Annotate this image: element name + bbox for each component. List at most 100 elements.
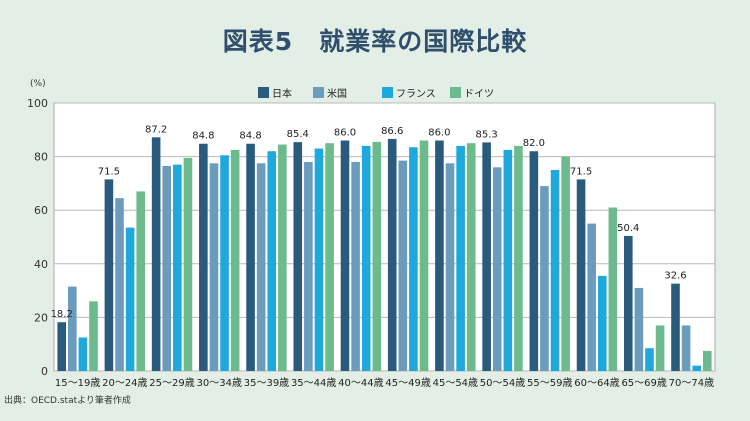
bar-ドイツ <box>230 149 240 371</box>
data-label: 50.4 <box>617 223 639 234</box>
bar-フランス <box>456 145 465 371</box>
data-label: 85.3 <box>476 129 498 140</box>
data-label: 85.4 <box>287 129 309 140</box>
x-tick-label: 50～54歳 <box>480 377 525 389</box>
bar-ドイツ <box>561 156 570 371</box>
bar-ドイツ <box>325 143 334 371</box>
bar-ドイツ <box>514 145 523 371</box>
bar-ドイツ <box>183 157 193 371</box>
x-tick-label: 20～24歳 <box>102 377 147 389</box>
bar-ドイツ <box>419 140 429 371</box>
x-tick-label: 70～74歳 <box>669 377 714 389</box>
bar-米国 <box>634 287 644 371</box>
x-tick-label: 25～29歳 <box>149 377 194 389</box>
data-label: 86.0 <box>428 128 450 139</box>
bar-米国 <box>304 161 313 371</box>
bar-米国 <box>398 160 408 371</box>
bar-米国 <box>351 161 360 371</box>
bar-フランス <box>78 337 88 371</box>
bar-日本 <box>340 140 350 371</box>
chart-title: 図表5 就業率の国際比較 <box>222 27 528 56</box>
bar-ドイツ <box>89 301 98 371</box>
bar-日本 <box>246 143 255 371</box>
data-label: 32.6 <box>664 271 686 282</box>
bar-日本 <box>57 322 67 371</box>
y-tick-label: 40 <box>34 258 48 271</box>
bar-日本 <box>435 140 444 371</box>
bar-日本 <box>387 138 397 371</box>
x-tick-label: 35～39歳 <box>244 377 289 389</box>
bar-フランス <box>173 164 182 371</box>
bar-米国 <box>492 167 502 371</box>
bar-日本 <box>529 151 539 371</box>
x-tick-label: 45～49歳 <box>385 377 430 389</box>
legend-swatch <box>450 87 461 98</box>
bar-フランス <box>503 149 513 371</box>
bar-フランス <box>550 170 560 371</box>
bar-日本 <box>576 179 586 371</box>
bar-米国 <box>209 163 219 371</box>
data-label: 86.6 <box>381 126 403 137</box>
bar-日本 <box>104 179 114 371</box>
y-tick-label: 60 <box>34 204 48 217</box>
legend-label: 日本 <box>272 87 292 100</box>
bar-日本 <box>293 142 303 371</box>
legend-swatch <box>313 87 324 98</box>
legend-label: フランス <box>396 88 436 100</box>
y-tick-label: 80 <box>34 151 48 164</box>
data-label: 84.8 <box>239 131 261 142</box>
legend-label: 米国 <box>327 87 347 100</box>
bar-米国 <box>681 325 691 371</box>
data-label: 86.0 <box>334 128 356 139</box>
bar-米国 <box>540 186 549 371</box>
bar-フランス <box>267 151 277 371</box>
x-tick-label: 45～54歳 <box>433 377 478 389</box>
bar-ドイツ <box>655 325 665 371</box>
legend-label: ドイツ <box>464 89 494 100</box>
bar-米国 <box>68 286 77 371</box>
bar-日本 <box>199 143 208 371</box>
bar-日本 <box>623 235 633 371</box>
x-tick-label: 60～64歳 <box>574 377 619 389</box>
bar-米国 <box>162 165 172 371</box>
data-label: 71.5 <box>570 166 592 177</box>
y-tick-label: 20 <box>34 311 48 324</box>
y-unit-label: (%) <box>30 79 46 89</box>
x-tick-label: 40～44歳 <box>338 377 383 389</box>
bar-日本 <box>482 142 491 371</box>
bar-米国 <box>445 163 455 371</box>
source-note: 出典：OECD.statより筆者作成 <box>4 396 131 406</box>
bar-フランス <box>314 148 324 371</box>
x-tick-label: 65～69歳 <box>621 377 666 389</box>
x-tick-label: 35～44歳 <box>291 377 336 389</box>
bar-フランス <box>409 147 418 371</box>
bar-ドイツ <box>136 191 146 371</box>
y-tick-label: 0 <box>41 365 48 378</box>
bar-ドイツ <box>466 143 476 371</box>
data-label: 82.0 <box>523 138 545 149</box>
bar-米国 <box>115 198 124 371</box>
data-label: 18.2 <box>51 309 73 320</box>
bar-フランス <box>645 348 654 371</box>
bar-ドイツ <box>372 141 382 371</box>
x-tick-label: 30～34歳 <box>197 377 242 389</box>
bar-フランス <box>125 227 135 371</box>
data-label: 71.5 <box>98 166 120 177</box>
data-label: 87.2 <box>145 124 167 135</box>
bar-ドイツ <box>608 207 618 371</box>
y-tick-label: 100 <box>27 97 48 110</box>
bar-米国 <box>256 163 266 371</box>
x-tick-label: 55～59歳 <box>527 377 572 389</box>
bar-日本 <box>671 283 680 371</box>
x-tick-label: 15～19歳 <box>55 377 100 389</box>
bar-フランス <box>692 365 701 371</box>
legend-swatch <box>258 87 269 98</box>
bar-米国 <box>587 223 596 371</box>
bar-ドイツ <box>702 350 712 371</box>
bar-フランス <box>597 275 607 371</box>
data-label: 84.8 <box>192 131 214 142</box>
legend-swatch <box>382 87 393 98</box>
bar-フランス <box>361 145 371 371</box>
bar-日本 <box>151 137 161 371</box>
